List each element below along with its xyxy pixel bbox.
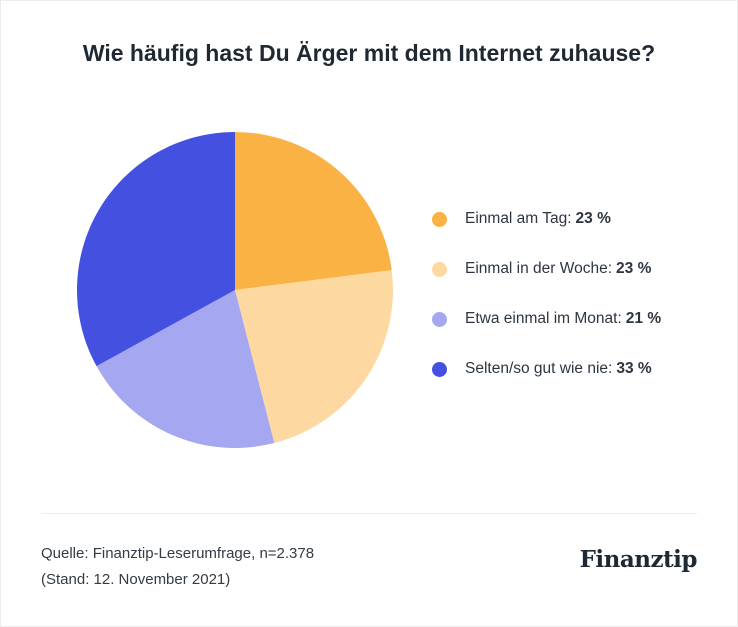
legend-label: Selten/so gut wie nie:	[465, 360, 613, 377]
chart-title: Wie häufig hast Du Ärger mit dem Interne…	[82, 40, 656, 66]
legend-label: Einmal am Tag:	[465, 210, 572, 227]
legend: Einmal am Tag: 23 % Einmal in der Woche: 23…	[432, 206, 661, 406]
legend-swatch	[432, 211, 447, 227]
pie-slice-2	[96, 290, 275, 448]
date-line: (Stand: 12. November 2021)	[41, 571, 231, 588]
divider	[41, 513, 697, 514]
legend-item: Etwa einmal im Monat: 21 %	[432, 306, 661, 332]
source-note: Quelle: Finanztip-Leserumfrage, n=2.378 …	[41, 541, 314, 593]
pie-slice-0	[235, 132, 392, 290]
pie-slice-3	[77, 132, 236, 367]
legend-swatch	[432, 261, 447, 277]
legend-value: 33 %	[616, 360, 652, 377]
pie-slice-1	[235, 270, 393, 444]
legend-item: Einmal in der Woche: 23 %	[432, 256, 661, 282]
finanztip-logo: Finanztip	[579, 546, 698, 573]
legend-label: Einmal in der Woche:	[465, 260, 613, 277]
legend-value: 23 %	[616, 260, 652, 277]
legend-value: 23 %	[575, 210, 611, 227]
legend-value: 21 %	[625, 310, 662, 327]
source-line: Quelle: Finanztip-Leserumfrage, n=2.378	[41, 545, 315, 562]
legend-swatch	[432, 311, 447, 327]
legend-item: Selten/so gut wie nie: 33 %	[432, 356, 661, 382]
legend-label: Etwa einmal im Monat:	[465, 310, 622, 327]
legend-item: Einmal am Tag: 23 %	[432, 206, 661, 232]
legend-swatch	[432, 361, 447, 377]
